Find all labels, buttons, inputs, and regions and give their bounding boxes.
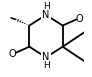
Text: H: H — [43, 61, 49, 70]
Text: H: H — [43, 2, 49, 11]
Text: N: N — [42, 52, 50, 62]
Text: O: O — [76, 14, 83, 24]
Text: N: N — [42, 10, 50, 20]
Text: O: O — [9, 49, 16, 59]
